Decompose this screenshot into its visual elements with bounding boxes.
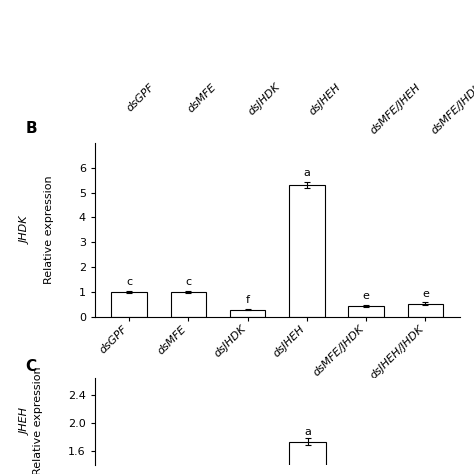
Text: JHEH: JHEH [20,408,30,435]
Text: C: C [26,359,36,374]
Text: a: a [304,427,311,437]
Bar [230,310,265,317]
Text: dsGPF: dsGPF [125,82,157,113]
Text: B: B [26,121,37,136]
Text: a: a [303,168,310,178]
Bar [348,306,384,317]
Y-axis label: Relative expression: Relative expression [33,367,43,474]
Bar [289,185,325,317]
Text: dsJHEH: dsJHEH [308,82,343,117]
Text: dsMFE: dsMFE [186,82,219,114]
Text: c: c [126,277,132,287]
Bar [171,292,206,317]
Text: dsMFE/JHDK: dsMFE/JHDK [429,82,474,137]
Text: JHDK: JHDK [20,216,30,244]
Text: e: e [363,292,370,301]
Text: f: f [246,295,250,305]
Text: e: e [422,289,429,299]
Text: dsMFE/JHEH: dsMFE/JHEH [368,82,423,136]
Text: dsJHDK: dsJHDK [247,82,283,118]
Bar [290,442,326,474]
Text: c: c [185,277,191,287]
Bar [408,304,443,317]
Y-axis label: Relative expression: Relative expression [44,175,54,284]
Bar [111,292,147,317]
